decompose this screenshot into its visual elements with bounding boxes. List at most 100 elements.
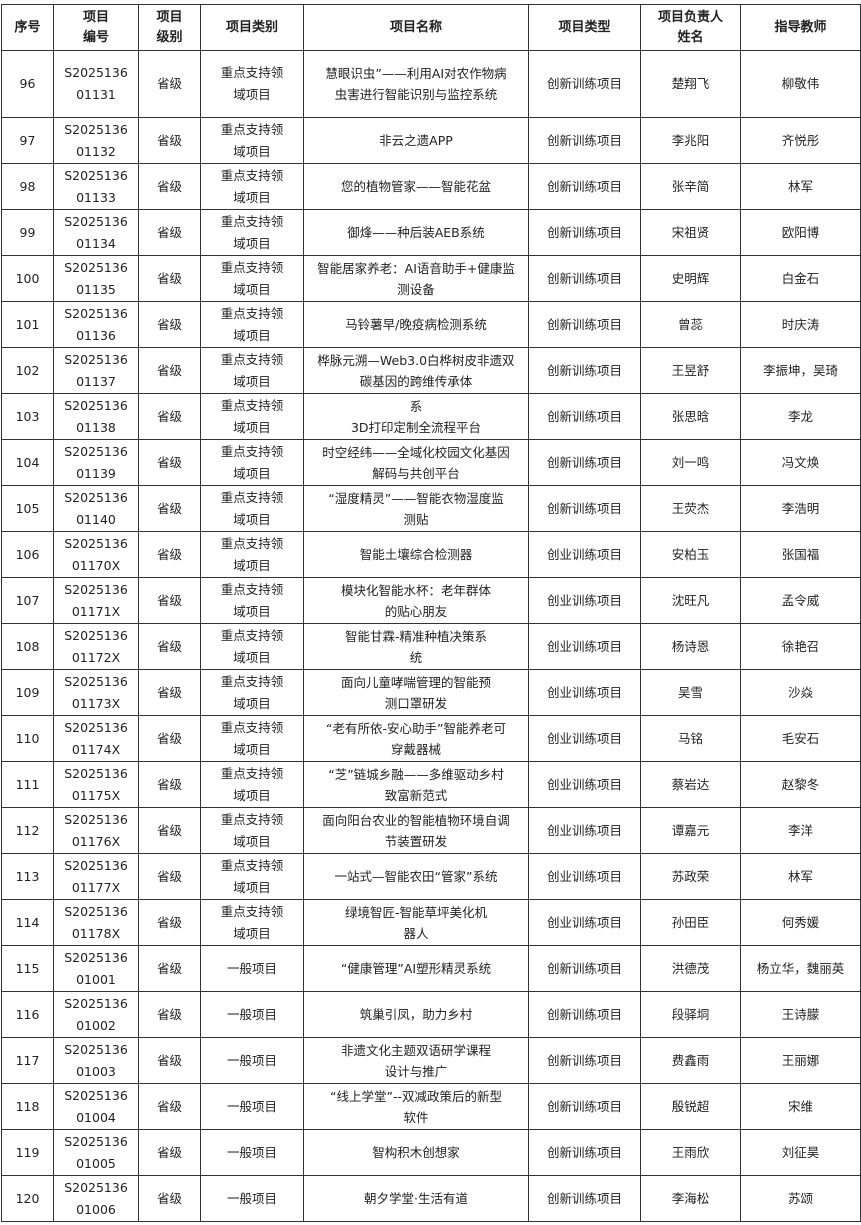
cell-category: 重点支持领 域项目 (200, 531, 304, 578)
cell-category: 一般项目 (200, 1129, 304, 1176)
cell-code: S2025136 01001 (53, 945, 139, 992)
cell-leader: 张思晗 (640, 393, 741, 440)
cell-name: 智构积木创想家 (303, 1129, 529, 1176)
table-row: 109 S2025136 01173X 省级 重点支持领 域项目 面向儿童哮喘管理的智能… (1, 669, 861, 716)
cell-type: 创新训练项目 (528, 163, 641, 210)
cell-code: S2025136 01139 (53, 439, 139, 486)
cell-code: S2025136 01174X (53, 715, 139, 762)
cell-advisor: 李浩明 (740, 485, 861, 532)
cell-leader: 段驿垌 (640, 991, 741, 1038)
cell-code: S2025136 01133 (53, 163, 139, 210)
header-type: 项目类型 (528, 4, 641, 51)
cell-level: 省级 (138, 1175, 201, 1222)
cell-code: S2025136 01003 (53, 1037, 139, 1084)
cell-name: “线上学堂”--双减政策后的新型 软件 (303, 1083, 529, 1130)
cell-code: S2025136 01176X (53, 807, 139, 854)
cell-level: 省级 (138, 209, 201, 256)
cell-index: 109 (1, 669, 54, 716)
cell-advisor: 李振坤，吴琦 (740, 347, 861, 394)
header-row: 序号 项目 编号 项目 级别 项目类别 项目名称 项目类型 项目负责人 姓名 指导教师 (1, 4, 861, 51)
cell-code: S2025136 01170X (53, 531, 139, 578)
table-row: 105 S2025136 01140 省级 重点支持领 域项目 “湿度精灵”——智能衣物… (1, 485, 861, 532)
table-row: 118 S2025136 01004 省级 一般项目 “线上学堂”--双减政策后的新型 … (1, 1083, 861, 1130)
cell-level: 省级 (138, 669, 201, 716)
cell-leader: 楚翔飞 (640, 50, 741, 118)
cell-category: 一般项目 (200, 945, 304, 992)
cell-leader: 曾蕊 (640, 301, 741, 348)
cell-level: 省级 (138, 1083, 201, 1130)
cell-type: 创业训练项目 (528, 761, 641, 808)
cell-leader: 李兆阳 (640, 117, 741, 164)
cell-name: 绿境智匠-智能草坪美化机 器人 (303, 899, 529, 946)
cell-category: 重点支持领 域项目 (200, 163, 304, 210)
cell-category: 一般项目 (200, 1175, 304, 1222)
table-row: 111 S2025136 01175X 省级 重点支持领 域项目 “芝”链城乡融——多维… (1, 761, 861, 808)
cell-leader: 刘一鸣 (640, 439, 741, 486)
table-row: 101 S2025136 01136 省级 重点支持领 域项目 马铃薯早/晚疫病检测系统… (1, 301, 861, 348)
cell-leader: 苏政荣 (640, 853, 741, 900)
cell-type: 创新训练项目 (528, 991, 641, 1038)
cell-index: 114 (1, 899, 54, 946)
cell-type: 创新训练项目 (528, 117, 641, 164)
cell-leader: 费鑫雨 (640, 1037, 741, 1084)
cell-name: 御烽——种后装AEB系统 (303, 209, 529, 256)
cell-index: 112 (1, 807, 54, 854)
cell-index: 108 (1, 623, 54, 670)
cell-advisor: 林军 (740, 163, 861, 210)
cell-category: 重点支持领 域项目 (200, 439, 304, 486)
cell-advisor: 时庆涛 (740, 301, 861, 348)
cell-index: 102 (1, 347, 54, 394)
table-row: 106 S2025136 01170X 省级 重点支持领 域项目 智能土壤综合检测器 创业… (1, 531, 861, 578)
cell-advisor: 孟令威 (740, 577, 861, 624)
cell-category: 重点支持领 域项目 (200, 899, 304, 946)
cell-name: 您的植物管家——智能花盆 (303, 163, 529, 210)
cell-type: 创新训练项目 (528, 301, 641, 348)
cell-index: 97 (1, 117, 54, 164)
cell-category: 一般项目 (200, 1037, 304, 1084)
cell-type: 创业训练项目 (528, 531, 641, 578)
cell-code: S2025136 01131 (53, 50, 139, 118)
cell-level: 省级 (138, 623, 201, 670)
cell-advisor: 欧阳博 (740, 209, 861, 256)
cell-type: 创新训练项目 (528, 209, 641, 256)
cell-level: 省级 (138, 50, 201, 118)
cell-name: “湿度精灵”——智能衣物湿度监 测贴 (303, 485, 529, 532)
cell-type: 创新训练项目 (528, 347, 641, 394)
table-row: 112 S2025136 01176X 省级 重点支持领 域项目 面向阳台农业的智能植物… (1, 807, 861, 854)
cell-leader: 洪德茂 (640, 945, 741, 992)
cell-category: 重点支持领 域项目 (200, 715, 304, 762)
cell-leader: 安柏玉 (640, 531, 741, 578)
cell-name: 朝夕学堂·生活有道 (303, 1175, 529, 1222)
cell-type: 创新训练项目 (528, 439, 641, 486)
cell-leader: 王雨欣 (640, 1129, 741, 1176)
cell-index: 119 (1, 1129, 54, 1176)
cell-advisor: 李龙 (740, 393, 861, 440)
cell-level: 省级 (138, 715, 201, 762)
table-row: 99 S2025136 01134 省级 重点支持领 域项目 御烽——种后装AEB系统创… (1, 209, 861, 256)
cell-level: 省级 (138, 485, 201, 532)
cell-advisor: 王丽娜 (740, 1037, 861, 1084)
cell-code: S2025136 01137 (53, 347, 139, 394)
cell-advisor: 林军 (740, 853, 861, 900)
cell-name: 马铃薯早/晚疫病检测系统 (303, 301, 529, 348)
header-category: 项目类别 (200, 4, 304, 51)
table-row: 100 S2025136 01135 省级 重点支持领 域项目 智能居家养老：AI语音助… (1, 255, 861, 302)
cell-level: 省级 (138, 163, 201, 210)
cell-advisor: 杨立华，魏丽英 (740, 945, 861, 992)
cell-advisor: 李洋 (740, 807, 861, 854)
cell-code: S2025136 01002 (53, 991, 139, 1038)
cell-leader: 马铭 (640, 715, 741, 762)
cell-leader: 宋祖贤 (640, 209, 741, 256)
cell-type: 创业训练项目 (528, 853, 641, 900)
cell-code: S2025136 01006 (53, 1175, 139, 1222)
cell-code: S2025136 01172X (53, 623, 139, 670)
cell-advisor: 苏颂 (740, 1175, 861, 1222)
cell-advisor: 柳敬伟 (740, 50, 861, 118)
cell-index: 116 (1, 991, 54, 1038)
cell-category: 重点支持领 域项目 (200, 209, 304, 256)
table-row: 117 S2025136 01003 省级 一般项目 非遗文化主题双语研学课程 设计与推… (1, 1037, 861, 1084)
cell-level: 省级 (138, 1037, 201, 1084)
cell-type: 创业训练项目 (528, 669, 641, 716)
cell-name: 智能土壤综合检测器 (303, 531, 529, 578)
table-row: 104 S2025136 01139 省级 重点支持领 域项目 时空经纬——全域化校园文… (1, 439, 861, 486)
